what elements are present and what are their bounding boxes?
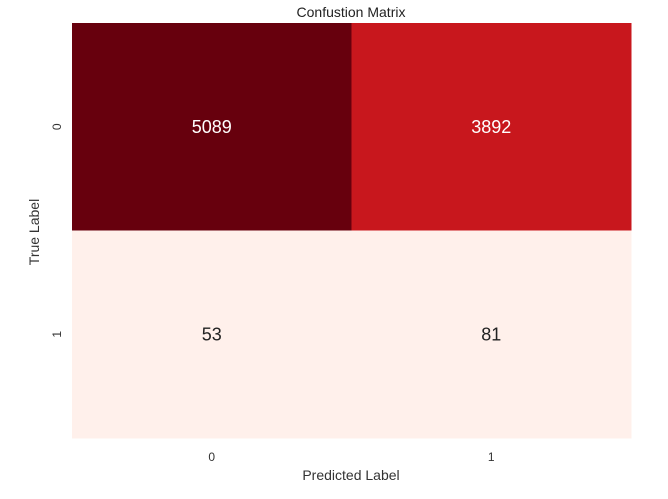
x-tick-label-1: 1 bbox=[488, 450, 495, 464]
y-tick-label-0: 0 bbox=[50, 123, 64, 130]
chart-title: Confustion Matrix bbox=[297, 4, 406, 20]
x-tick-label-0: 0 bbox=[208, 450, 215, 464]
heatmap-cell-values: 5089 3892 53 81 bbox=[192, 117, 512, 345]
heatmap-cell-1-0 bbox=[72, 230, 352, 439]
x-axis-label: Predicted Label bbox=[302, 467, 399, 483]
cell-value-0-0: 5089 bbox=[192, 117, 232, 137]
cell-value-0-1: 3892 bbox=[471, 117, 511, 137]
y-tick-labels: 01 bbox=[50, 123, 64, 338]
heatmap-cell-0-0 bbox=[72, 23, 352, 231]
y-axis-label: True Label bbox=[26, 199, 42, 265]
heatmap-cells bbox=[72, 23, 632, 439]
cell-value-1-0: 53 bbox=[202, 324, 222, 344]
heatmap-cell-1-1 bbox=[351, 230, 632, 439]
cell-value-1-1: 81 bbox=[481, 324, 501, 344]
y-tick-label-1: 1 bbox=[50, 331, 64, 338]
heatmap-cell-0-1 bbox=[351, 23, 632, 231]
